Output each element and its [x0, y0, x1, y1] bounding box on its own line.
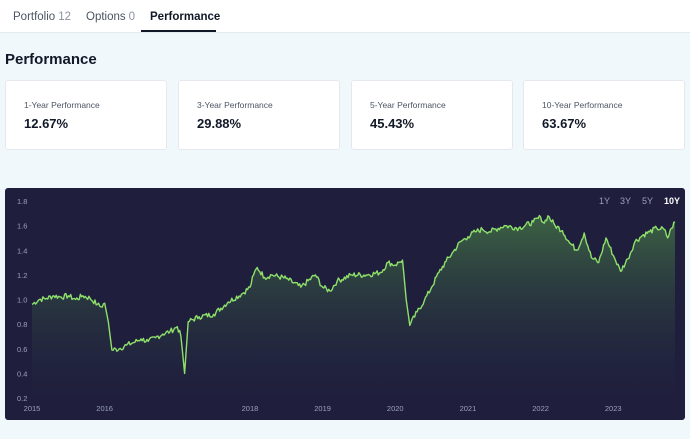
- tab-performance[interactable]: Performance: [150, 0, 220, 33]
- active-tab-indicator: [141, 30, 216, 32]
- x-tick-label: 2022: [532, 404, 549, 413]
- stat-label: 3-Year Performance: [197, 100, 273, 110]
- stat-value: 29.88%: [197, 116, 242, 131]
- stat-card-3y: 3-Year Performance 29.88%: [178, 80, 340, 150]
- y-tick-label: 1.8: [17, 197, 27, 206]
- y-tick-label: 1.6: [17, 222, 27, 231]
- tab-bar: Portfolio 12 Options 0 Performance: [0, 0, 690, 33]
- stat-label: 10-Year Performance: [542, 100, 623, 110]
- y-tick-label: 0.6: [17, 345, 27, 354]
- x-tick-label: 2015: [24, 404, 41, 413]
- x-tick-label: 2023: [605, 404, 622, 413]
- x-tick-label: 2019: [314, 404, 331, 413]
- performance-area: [32, 215, 675, 398]
- tab-options-count: 0: [128, 11, 136, 23]
- stat-value: 45.43%: [370, 116, 415, 131]
- stat-card-5y: 5-Year Performance 45.43%: [351, 80, 513, 150]
- tab-portfolio[interactable]: Portfolio 12: [13, 0, 71, 33]
- x-tick-label: 2018: [242, 404, 259, 413]
- stat-label: 5-Year Performance: [370, 100, 446, 110]
- range-1y-button[interactable]: 1Y: [599, 196, 611, 206]
- y-tick-label: 1.2: [17, 271, 27, 280]
- range-10y-button[interactable]: 10Y: [664, 196, 681, 206]
- page-title: Performance: [5, 51, 97, 68]
- y-tick-label: 0.4: [17, 369, 27, 378]
- y-tick-label: 0.2: [17, 394, 27, 403]
- stat-value: 12.67%: [24, 116, 69, 131]
- x-tick-label: 2016: [96, 404, 113, 413]
- stat-label: 1-Year Performance: [24, 100, 100, 110]
- performance-chart-svg: 0.2 0.4 0.6 0.8 1.0 1.2 1.4 1.6 1.8 2015 2016 2018…: [17, 197, 676, 413]
- range-5y-button[interactable]: 5Y: [642, 196, 654, 206]
- range-3y-button[interactable]: 3Y: [620, 196, 632, 206]
- tab-portfolio-label: Portfolio: [13, 11, 56, 23]
- x-tick-label: 2021: [460, 404, 477, 413]
- performance-chart: 0.2 0.4 0.6 0.8 1.0 1.2 1.4 1.6 1.8 2015 2016 2018…: [5, 188, 685, 420]
- stat-card-10y: 10-Year Performance 63.67%: [523, 80, 685, 150]
- tab-options-label: Options: [86, 11, 126, 23]
- y-tick-label: 1.0: [17, 296, 27, 305]
- y-tick-label: 1.4: [17, 246, 27, 255]
- x-tick-label: 2020: [387, 404, 404, 413]
- tab-portfolio-count: 12: [58, 11, 71, 23]
- tab-performance-label: Performance: [150, 11, 221, 23]
- stat-card-1y: 1-Year Performance 12.67%: [5, 80, 167, 150]
- y-tick-label: 0.8: [17, 320, 27, 329]
- tab-options[interactable]: Options 0: [86, 0, 135, 33]
- stat-value: 63.67%: [542, 116, 587, 131]
- performance-line: [31, 214, 676, 375]
